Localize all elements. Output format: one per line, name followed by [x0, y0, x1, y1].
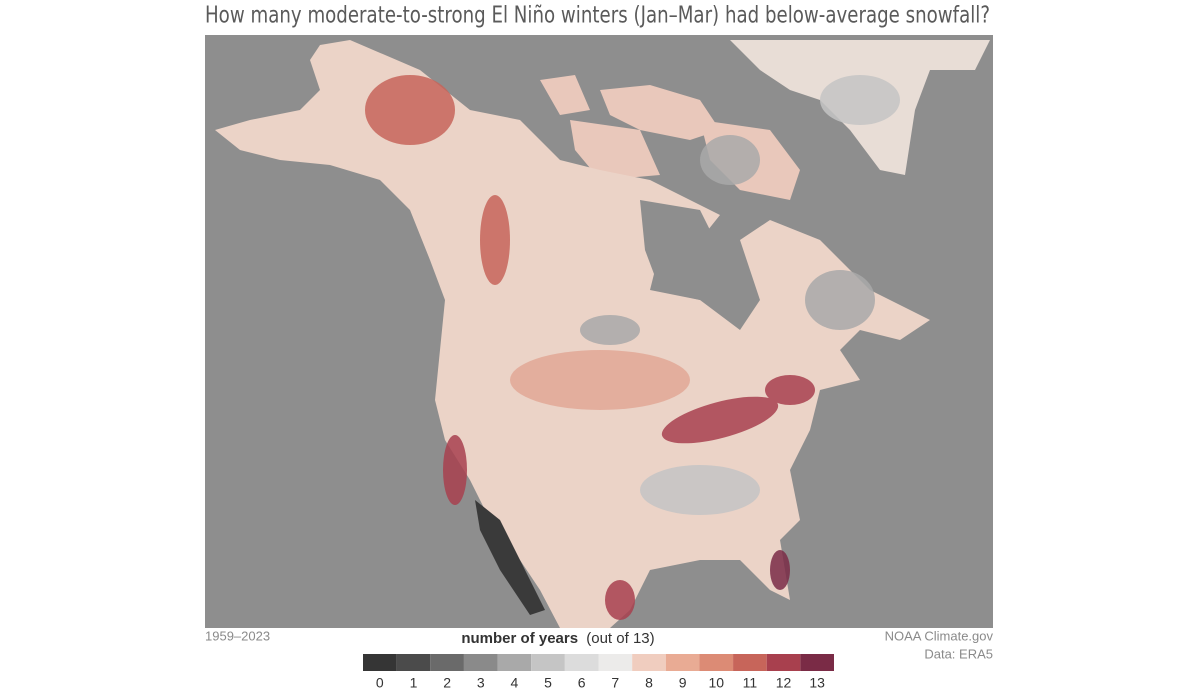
legend-label: 3 [477, 675, 485, 691]
credit: NOAA Climate.gov [885, 628, 994, 643]
legend-label: 2 [443, 675, 451, 691]
legend-swatch [463, 654, 498, 671]
legend-label: 6 [578, 675, 586, 691]
legend-label: 0 [376, 675, 384, 691]
legend-label: 7 [611, 675, 619, 691]
hudson-bay [640, 200, 720, 300]
legend-label: 10 [708, 675, 724, 691]
patches [365, 75, 900, 620]
legend-label: 13 [809, 675, 825, 691]
legend-label: 12 [776, 675, 792, 691]
legend-swatch [430, 654, 464, 671]
legend-swatch [564, 654, 599, 671]
legend-subtitle: (out of 13) [586, 630, 654, 647]
legend-label: 9 [679, 675, 687, 691]
map [205, 35, 993, 628]
legend-swatch [363, 654, 397, 671]
title: How many moderate-to-strong El Niño wint… [205, 3, 990, 29]
legend-heading: number of years (out of 13) [461, 630, 654, 647]
legend-swatch [665, 654, 700, 671]
legend-swatch [632, 654, 666, 671]
legend-label: 11 [743, 675, 758, 691]
legend-swatch [598, 654, 633, 671]
legend-title: number of years [461, 630, 578, 647]
legend-swatch [531, 654, 565, 671]
legend-swatch [396, 654, 431, 671]
legend-swatch [766, 654, 801, 671]
legend-label: 1 [410, 675, 418, 691]
legend-swatch [497, 654, 532, 671]
legend-swatch [699, 654, 734, 671]
legend-label: 5 [544, 675, 552, 691]
period: 1959–2023 [205, 628, 270, 643]
source: Data: ERA5 [924, 646, 993, 661]
legend-swatch [800, 654, 834, 671]
legend: 0 1 2 3 4 5 6 7 8 9 10 11 12 13 [363, 654, 834, 691]
legend-label: 4 [510, 675, 518, 691]
legend-swatch [733, 654, 767, 671]
baja [475, 500, 545, 615]
legend-label: 8 [645, 675, 653, 691]
